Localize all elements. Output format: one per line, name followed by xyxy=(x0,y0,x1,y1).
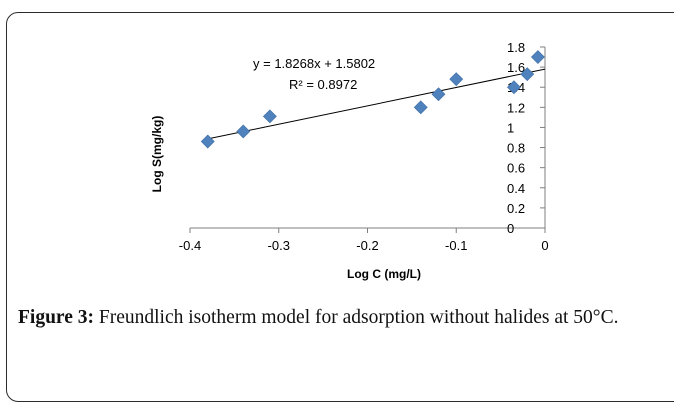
caption-text: Freundlich isotherm model for adsorption… xyxy=(94,307,619,328)
y-tick-label: 0 xyxy=(507,221,514,236)
x-tick-label: -0.4 xyxy=(179,238,201,253)
x-tick-label: -0.2 xyxy=(356,238,378,253)
y-tick-label: 0.2 xyxy=(507,201,525,216)
x-axis-title: Log C (mg/L) xyxy=(347,267,421,281)
x-tick-label: -0.3 xyxy=(268,238,290,253)
y-tick-label: 1.2 xyxy=(507,100,525,115)
y-axis-title: Log S(mg/kg) xyxy=(150,116,164,193)
y-tick-label: 1 xyxy=(507,120,514,135)
data-point-marker xyxy=(530,50,545,64)
figure-frame xyxy=(6,12,674,402)
freundlich-chart: -0.4-0.3-0.2-0.1000.20.40.60.811.21.41.6… xyxy=(150,40,549,281)
x-tick-label: -0.1 xyxy=(445,238,467,253)
y-tick-label: 0.6 xyxy=(507,161,525,176)
data-point-marker xyxy=(236,124,251,139)
y-tick-label: 1.8 xyxy=(507,40,525,55)
data-point-marker xyxy=(413,100,428,115)
data-point-marker xyxy=(449,72,464,87)
trendline-equation: y = 1.8268x + 1.5802 xyxy=(253,56,375,71)
data-point-marker xyxy=(431,87,446,102)
figure-caption: Figure 3: Freundlich isotherm model for … xyxy=(18,304,666,331)
caption-label: Figure 3: xyxy=(18,307,95,328)
r-squared-label: R² = 0.8972 xyxy=(289,77,357,92)
trendline xyxy=(207,68,546,140)
data-point-marker xyxy=(507,80,521,95)
y-tick-label: 0.4 xyxy=(507,181,525,196)
chart-axes xyxy=(189,46,546,233)
data-point-marker xyxy=(200,134,215,149)
y-tick-label: 1.6 xyxy=(507,60,525,75)
data-point-marker xyxy=(262,109,277,124)
data-point-marker xyxy=(520,67,535,82)
y-tick-label: 0.8 xyxy=(507,141,525,156)
data-points xyxy=(200,50,545,149)
x-tick-label: 0 xyxy=(541,238,548,253)
tick-labels: -0.4-0.3-0.2-0.1000.20.40.60.811.21.41.6… xyxy=(179,40,549,253)
